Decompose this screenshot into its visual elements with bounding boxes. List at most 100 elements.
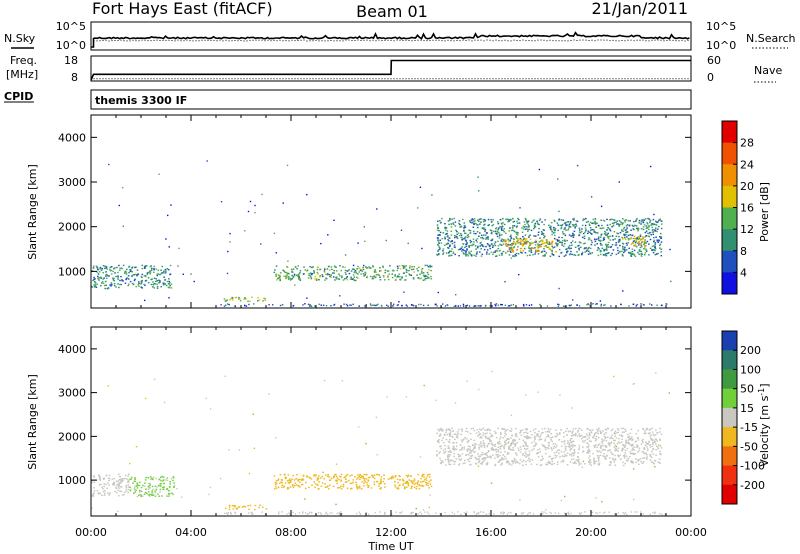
echo-cell	[625, 231, 627, 234]
echo-cell	[460, 226, 463, 228]
echo-cell	[548, 462, 550, 465]
echo-cell	[561, 242, 563, 244]
echo-cell	[144, 275, 147, 278]
echo-cell	[317, 512, 320, 514]
echo-cell	[594, 222, 597, 224]
echo-cell	[474, 450, 476, 453]
echo-cell	[500, 252, 503, 255]
echo-cell	[505, 242, 508, 245]
echo-cell	[172, 477, 175, 479]
echo-cell	[234, 504, 236, 507]
echo-cell	[380, 269, 382, 272]
echo-cell	[649, 238, 652, 241]
echo-cell	[468, 229, 470, 231]
echo-cell	[105, 271, 107, 273]
echo-cell	[430, 265, 433, 268]
echo-cell	[574, 246, 577, 248]
echo-cell	[449, 449, 451, 452]
echo-cell	[165, 271, 167, 273]
echo-cell	[555, 238, 557, 241]
echo-cell	[612, 225, 615, 227]
echo-cell	[398, 273, 401, 275]
echo-cell	[579, 435, 581, 438]
echo-cell	[491, 305, 493, 307]
echo-cell	[437, 428, 439, 431]
echo-cell	[642, 236, 644, 238]
echo-cell	[546, 461, 549, 464]
echo-cell	[94, 285, 97, 287]
echo-cell	[402, 265, 405, 268]
echo-cell	[264, 299, 267, 302]
echo-cell	[618, 251, 621, 253]
echo-cell	[499, 235, 501, 237]
echo-cell	[275, 482, 278, 484]
echo-cell	[578, 464, 581, 466]
echo-cell	[402, 267, 405, 269]
echo-cell	[611, 252, 613, 255]
echo-cell	[503, 428, 506, 430]
echo-cell	[505, 232, 507, 234]
echo-cell	[560, 227, 563, 229]
echo-cell	[334, 266, 336, 268]
echo-cell	[338, 478, 340, 481]
echo-cell	[107, 477, 110, 479]
echo-cell	[562, 233, 565, 235]
echo-cell	[109, 284, 111, 286]
echo-cell	[525, 448, 527, 450]
echo-cell	[512, 440, 514, 442]
echo-cell	[480, 255, 483, 257]
echo-cell	[473, 254, 475, 256]
echo-cell	[481, 463, 483, 465]
echo-cell	[449, 433, 452, 435]
echo-cell	[363, 275, 365, 277]
echo-cell	[423, 384, 425, 387]
echo-cell	[104, 267, 106, 270]
echo-cell	[378, 485, 380, 487]
echo-cell	[628, 305, 630, 307]
echo-cell	[580, 463, 582, 465]
echo-cell	[475, 248, 477, 250]
echo-cell	[569, 453, 571, 456]
echo-cell	[595, 232, 597, 234]
echo-cell	[330, 305, 332, 307]
echo-cell	[561, 455, 564, 457]
echo-cell	[254, 504, 257, 507]
echo-cell	[110, 273, 113, 275]
echo-cell	[386, 270, 389, 272]
echo-cell	[528, 235, 531, 237]
echo-cell	[558, 219, 560, 221]
echo-cell	[578, 427, 580, 430]
echo-cell	[556, 245, 558, 247]
echo-cell	[159, 485, 162, 487]
echo-cell	[338, 278, 341, 280]
echo-cell	[447, 428, 450, 430]
echo-cell	[413, 483, 416, 486]
echo-cell	[556, 240, 559, 242]
echo-cell	[603, 238, 605, 240]
echo-cell	[575, 225, 578, 227]
echo-cell	[594, 437, 597, 440]
echo-cell	[279, 304, 282, 307]
echo-cell	[622, 448, 625, 450]
echo-cell	[530, 247, 533, 250]
echo-cell	[501, 238, 503, 240]
echo-cell	[125, 273, 128, 275]
echo-cell	[466, 253, 468, 256]
echo-cell	[550, 463, 553, 465]
echo-cell	[530, 250, 532, 252]
echo-cell	[493, 251, 495, 253]
echo-cell	[498, 460, 501, 462]
echo-cell	[113, 481, 115, 483]
echo-cell	[526, 254, 529, 257]
echo-cell	[489, 247, 492, 250]
echo-cell	[634, 242, 637, 244]
echo-cell	[541, 250, 544, 252]
echo-cell	[330, 274, 333, 276]
echo-cell	[530, 229, 533, 232]
echo-cell	[177, 265, 179, 267]
echo-cell	[117, 510, 119, 513]
echo-cell	[652, 223, 655, 225]
echo-cell	[448, 456, 450, 458]
echo-cell	[630, 511, 632, 513]
echo-cell	[563, 451, 566, 453]
